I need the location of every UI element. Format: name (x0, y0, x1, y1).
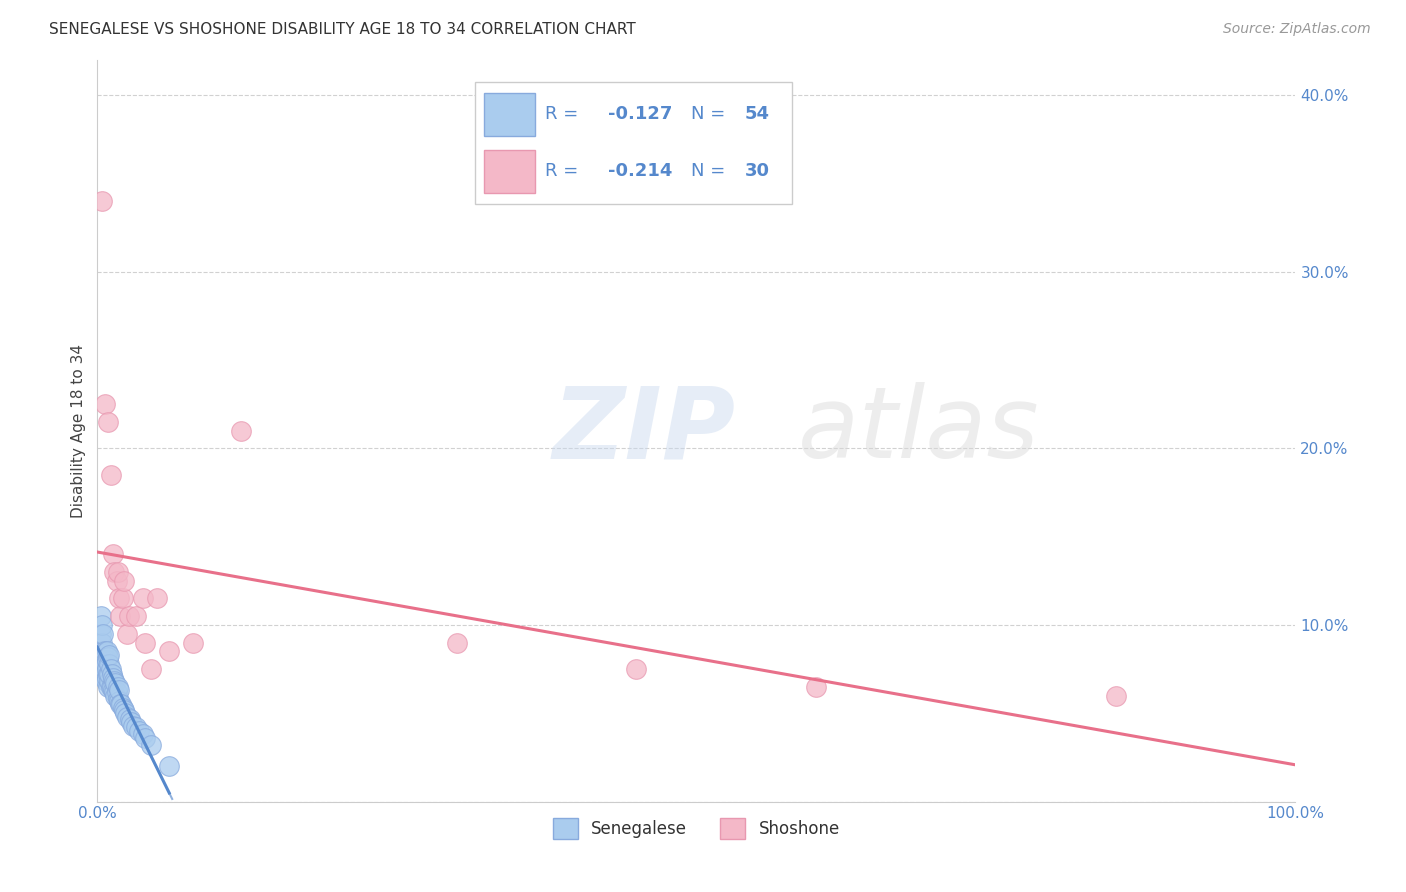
Point (110, 698, 132, 712)
Point (100, 467, 122, 482)
Point (97, 680, 120, 694)
Point (93, 653, 115, 667)
Point (90, 626, 112, 640)
Point (91, 635, 114, 649)
Point (107, 680, 129, 694)
Point (104, 689, 127, 703)
Point (93, 397, 115, 411)
Point (93, 671, 115, 685)
Text: SENEGALESE VS SHOSHONE DISABILITY AGE 18 TO 34 CORRELATION CHART: SENEGALESE VS SHOSHONE DISABILITY AGE 18… (49, 22, 636, 37)
Point (120, 715, 142, 730)
Point (93, 662, 115, 676)
Point (146, 591, 169, 606)
Y-axis label: Disability Age 18 to 34: Disability Age 18 to 34 (72, 343, 86, 517)
Point (125, 720, 148, 734)
Point (100, 680, 122, 694)
Point (105, 574, 128, 588)
Point (94, 657, 117, 671)
Point (134, 635, 156, 649)
Point (108, 694, 131, 708)
Point (108, 698, 131, 712)
Point (108, 683, 131, 698)
Point (112, 574, 135, 588)
Point (96, 653, 118, 667)
Point (93, 626, 115, 640)
Point (91, 618, 114, 632)
Point (141, 738, 163, 752)
Text: ZIP: ZIP (553, 382, 735, 479)
Point (112, 703, 135, 717)
Point (117, 609, 139, 624)
Point (100, 680, 122, 694)
Point (107, 565, 129, 579)
Point (93, 644, 115, 658)
Legend: Senegalese, Shoshone: Senegalese, Shoshone (546, 812, 846, 846)
Point (114, 706, 136, 721)
Point (1105, 689, 1128, 703)
Point (125, 609, 148, 624)
Point (93, 644, 115, 658)
Point (108, 609, 131, 624)
Point (97, 415, 120, 429)
Point (105, 685, 128, 699)
Point (98, 667, 121, 681)
Point (93, 662, 115, 676)
Point (157, 644, 180, 658)
Point (101, 683, 124, 698)
Point (91, 194, 114, 208)
Point (107, 692, 129, 706)
Point (101, 547, 124, 561)
Point (96, 671, 118, 685)
Point (111, 701, 134, 715)
Point (806, 680, 828, 694)
Point (103, 685, 125, 699)
Point (157, 759, 180, 773)
Text: atlas: atlas (799, 382, 1040, 479)
Point (117, 710, 139, 724)
Point (132, 727, 155, 741)
Point (100, 667, 122, 681)
Point (97, 649, 120, 664)
Point (118, 712, 141, 726)
Point (117, 626, 139, 640)
Point (101, 671, 124, 685)
Point (104, 676, 127, 690)
Point (98, 648, 121, 662)
Point (141, 662, 163, 676)
Point (122, 718, 145, 732)
Point (446, 635, 468, 649)
Point (100, 662, 122, 676)
Point (94, 674, 117, 689)
Point (90, 609, 112, 624)
Point (229, 424, 252, 438)
Point (103, 565, 125, 579)
Point (98, 674, 121, 689)
Point (132, 591, 155, 606)
Point (97, 667, 120, 681)
Point (181, 635, 204, 649)
Point (128, 723, 150, 738)
Point (626, 662, 648, 676)
Point (96, 644, 118, 658)
Point (103, 674, 125, 689)
Point (108, 591, 131, 606)
Text: Source: ZipAtlas.com: Source: ZipAtlas.com (1223, 22, 1371, 37)
Point (134, 731, 156, 745)
Point (98, 657, 121, 671)
Point (96, 662, 118, 676)
Point (111, 591, 134, 606)
